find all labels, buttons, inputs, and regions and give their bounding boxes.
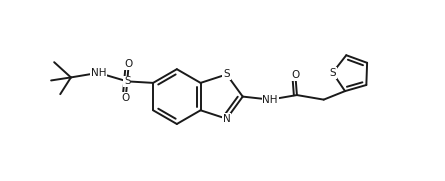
Text: O: O [291,70,299,80]
Text: S: S [124,76,130,86]
Text: O: O [125,59,133,69]
Text: S: S [223,70,230,79]
Text: S: S [329,68,336,78]
Text: N: N [223,114,231,124]
Text: NH: NH [91,68,106,78]
Text: O: O [121,93,130,103]
Text: NH: NH [263,95,278,105]
